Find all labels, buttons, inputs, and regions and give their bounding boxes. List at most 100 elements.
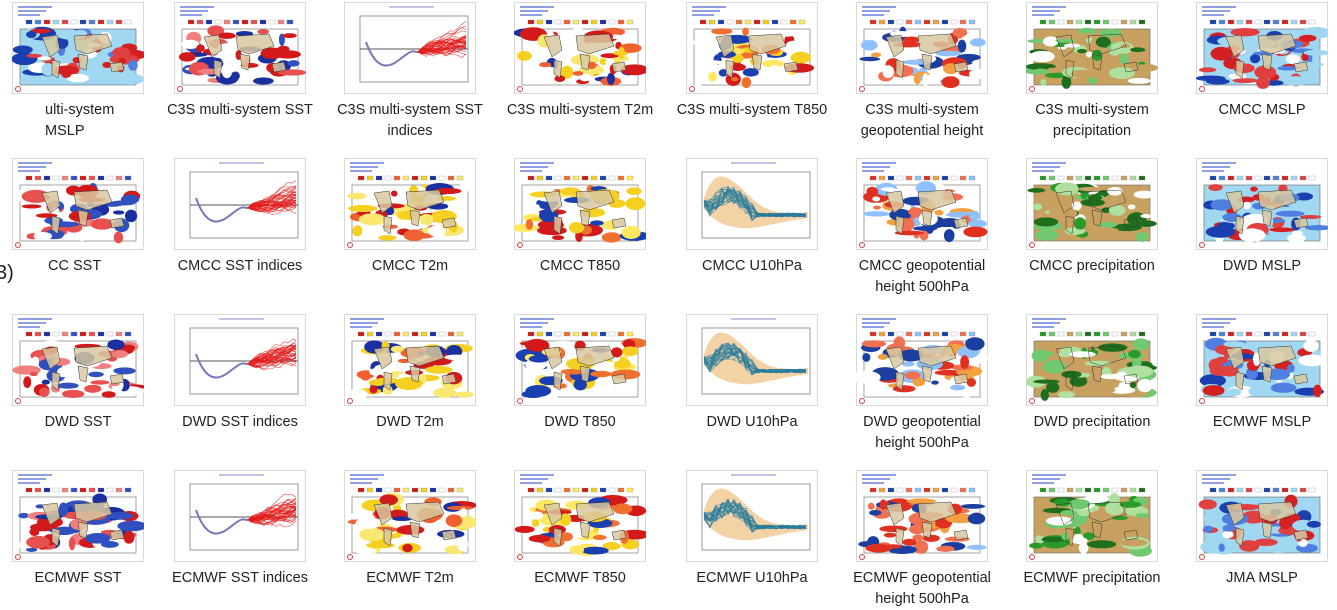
- thumb-blob: [1046, 382, 1059, 393]
- thumbnail-item[interactable]: CMCC MSLP: [1177, 2, 1337, 121]
- thumbnail-caption: DWD geopotential height 500hPa: [837, 412, 1007, 454]
- thumbnail-item[interactable]: DWD U10hPa: [667, 314, 837, 433]
- thumb-blob: [866, 187, 878, 197]
- thumb-blob: [179, 52, 196, 61]
- thumb-blob: [217, 33, 235, 39]
- thumbnail-item[interactable]: ECMWF T2m: [325, 470, 495, 589]
- thumb-blob: [626, 197, 646, 210]
- thumb-legend-swatch: [457, 332, 463, 336]
- thumbnail-item[interactable]: CMCC U10hPa: [667, 158, 837, 277]
- thumb-map: [863, 181, 987, 242]
- thumb-blob: [1228, 388, 1241, 396]
- thumb-legend-swatch: [591, 176, 597, 180]
- thumb-blob: [30, 372, 38, 376]
- thumb-legend-swatch: [376, 488, 382, 492]
- thumbnail-item[interactable]: DWD T850: [495, 314, 665, 433]
- thumbnail-item[interactable]: ECMWF geopotential height 500hPa: [837, 470, 1007, 610]
- thumb-legend-swatch: [1103, 20, 1109, 24]
- thumb-legend-swatch: [403, 332, 409, 336]
- thumb-legend-swatch: [609, 488, 615, 492]
- thumb-legend-swatch: [394, 176, 400, 180]
- thumb-legend-swatch: [1112, 332, 1118, 336]
- thumb-blob: [68, 231, 88, 240]
- thumbnail-image: [12, 2, 144, 94]
- thumbnail-caption: ECMWF geopotential height 500hPa: [837, 568, 1007, 610]
- thumbnail-item[interactable]: C3S multi-system T850: [667, 2, 837, 121]
- thumb-blob: [1268, 545, 1289, 554]
- thumbnail-image: [1026, 158, 1158, 250]
- thumb-legend-swatch: [555, 332, 561, 336]
- thumb-legend-swatch: [1255, 488, 1261, 492]
- thumb-blob: [522, 390, 545, 398]
- thumbnail-item[interactable]: ECMWF precipitation: [1007, 470, 1177, 589]
- thumbnail-item[interactable]: CMCC precipitation: [1007, 158, 1177, 277]
- thumb-legend-swatch: [367, 332, 373, 336]
- thumbnail-image: [1026, 2, 1158, 94]
- thumbnail-item[interactable]: DWD geopotential height 500hPa: [837, 314, 1007, 454]
- thumb-blob: [517, 51, 532, 61]
- thumbnail-item[interactable]: CMCC T2m: [325, 158, 495, 277]
- thumb-legend-swatch: [1264, 488, 1270, 492]
- thumbnail-caption: DWD precipitation: [1007, 412, 1177, 433]
- thumbnail-item[interactable]: C3S multi-system precipitation: [1007, 2, 1177, 142]
- thumb-blob: [1109, 67, 1135, 79]
- thumb-legend-swatch: [71, 332, 77, 336]
- thumbnail-item[interactable]: CC SST: [0, 158, 163, 277]
- thumbnail-item[interactable]: CMCC SST indices: [155, 158, 325, 277]
- thumb-blob: [743, 68, 759, 77]
- thumb-legend-swatch: [107, 488, 113, 492]
- thumb-blob: [23, 376, 31, 388]
- thumb-legend-swatch: [564, 332, 570, 336]
- thumbnail-item[interactable]: ECMWF SST: [0, 470, 163, 589]
- thumbnail-item[interactable]: C3S multi-system T2m: [495, 2, 665, 121]
- thumb-blob: [1199, 67, 1216, 72]
- thumb-land: [442, 530, 456, 540]
- thumbnail-item[interactable]: ECMWF T850: [495, 470, 665, 589]
- thumbnail-item[interactable]: ulti-system MSLP: [0, 2, 163, 142]
- thumbnail-item[interactable]: JMA MSLP: [1177, 470, 1337, 589]
- thumbnail-item[interactable]: C3S multi-system SST indices: [325, 2, 495, 142]
- thumb-legend-swatch: [1273, 488, 1279, 492]
- thumb-legend-swatch: [609, 176, 615, 180]
- thumb-blob: [1110, 194, 1128, 200]
- thumbnail-image: [1026, 470, 1158, 562]
- thumb-legend-swatch: [1121, 488, 1127, 492]
- thumb-blob: [869, 510, 881, 516]
- thumb-legend-swatch: [591, 488, 597, 492]
- thumb-legend-swatch: [385, 332, 391, 336]
- thumb-blob: [1078, 510, 1090, 516]
- thumb-legend-swatch: [1219, 332, 1225, 336]
- thumb-legend-swatch: [879, 20, 885, 24]
- thumb-map: [514, 25, 646, 85]
- thumbnail-image: [344, 2, 476, 94]
- thumbnail-item[interactable]: ECMWF MSLP: [1177, 314, 1337, 433]
- thumb-blob: [908, 207, 922, 216]
- thumb-legend-swatch: [942, 332, 948, 336]
- thumb-legend-swatch: [1255, 332, 1261, 336]
- thumb-legend-swatch: [1255, 176, 1261, 180]
- thumbnail-item[interactable]: DWD SST: [0, 314, 163, 433]
- thumb-blob: [786, 41, 801, 50]
- thumb-legend-swatch: [627, 332, 633, 336]
- thumb-legend-swatch: [591, 332, 597, 336]
- thumbnail-item[interactable]: ECMWF SST indices: [155, 470, 325, 589]
- thumbnail-caption: ECMWF T2m: [325, 568, 495, 589]
- thumbnail-item[interactable]: DWD T2m: [325, 314, 495, 433]
- thumb-blob: [769, 65, 780, 79]
- thumb-legend-swatch: [125, 20, 131, 24]
- thumbnail-item[interactable]: CMCC geopotential height 500hPa: [837, 158, 1007, 298]
- thumb-blob: [288, 60, 300, 66]
- thumb-legend-swatch: [600, 488, 606, 492]
- thumb-legend-swatch: [376, 332, 382, 336]
- thumbnail-item[interactable]: C3S multi-system geopotential height: [837, 2, 1007, 142]
- thumbnail-item[interactable]: DWD SST indices: [155, 314, 325, 433]
- thumbnail-item[interactable]: DWD MSLP: [1177, 158, 1337, 277]
- thumbnail-item[interactable]: CMCC T850: [495, 158, 665, 277]
- thumb-legend-swatch: [107, 20, 113, 24]
- thumb-legend-swatch: [897, 176, 903, 180]
- thumbnail-item[interactable]: C3S multi-system SST: [155, 2, 325, 121]
- thumb-legend-swatch: [116, 488, 122, 492]
- thumbnail-item[interactable]: DWD precipitation: [1007, 314, 1177, 433]
- thumbnail-item[interactable]: ECMWF U10hPa: [667, 470, 837, 589]
- thumb-blob: [18, 513, 29, 518]
